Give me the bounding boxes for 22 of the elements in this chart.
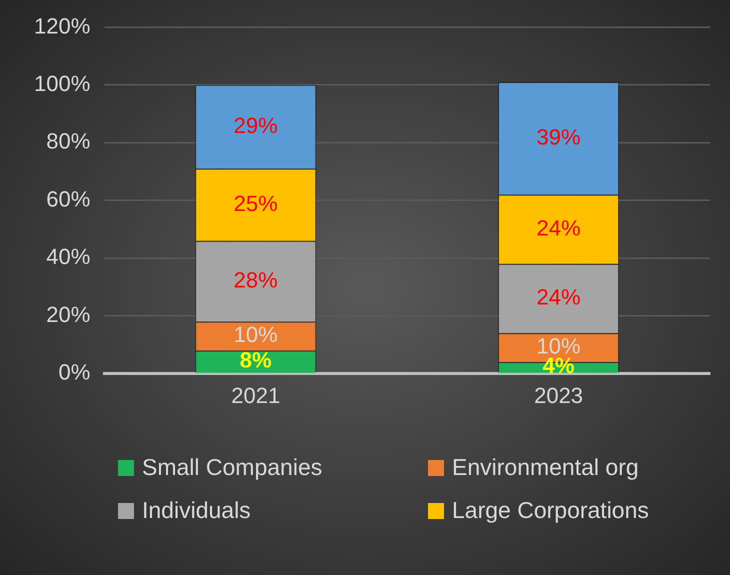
data-label: 39% [536,124,581,150]
y-tick-label: 100% [34,70,90,96]
y-tick-label: 80% [46,128,90,154]
y-tick-label: 0% [58,360,90,385]
data-label: 10% [536,334,581,359]
legend-label: Environmental org [452,454,639,481]
y-tick-label: 20% [46,302,90,327]
x-tick-label: 2023 [534,382,584,408]
data-label: 24% [536,215,581,240]
data-label: 28% [234,267,278,292]
y-tick-label: 60% [46,186,90,212]
y-tick-label: 40% [46,244,90,270]
legend-label: Large Corporations [452,497,649,524]
data-label: 25% [234,190,278,216]
legend-label: Individuals [142,497,251,524]
data-label: 10% [234,322,278,348]
y-tick-label: 120% [34,13,90,38]
x-tick-label: 2021 [231,382,280,408]
data-label: 29% [234,112,278,138]
data-label: 24% [536,284,581,310]
data-label: 8% [240,348,272,373]
legend-label: Small Companies [142,454,322,481]
